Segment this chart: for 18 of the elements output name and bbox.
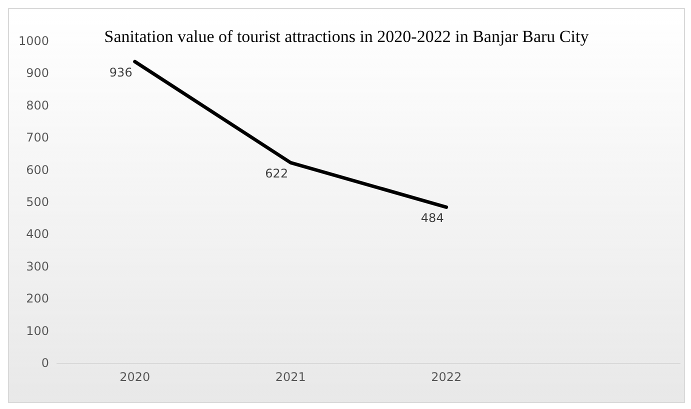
y-tick-label: 100: [26, 324, 49, 338]
x-tick-label: 2020: [120, 370, 150, 384]
x-tick-label: 2021: [275, 370, 306, 384]
data-label: 622: [265, 166, 288, 181]
y-tick-label: 0: [41, 356, 49, 370]
y-tick-label: 500: [26, 195, 49, 209]
y-tick-label: 200: [26, 292, 49, 306]
x-tick-label: 2022: [431, 370, 462, 384]
y-tick-label: 800: [26, 98, 49, 112]
chart-title: Sanitation value of tourist attractions in 2020-2022 in Banjar Baru City: [104, 27, 590, 46]
data-label: 484: [420, 211, 444, 226]
data-label: 936: [109, 66, 132, 80]
y-tick-label: 600: [26, 162, 49, 177]
y-tick-label: 700: [26, 130, 49, 145]
y-tick-label: 300: [26, 259, 49, 274]
y-tick-label: 1000: [18, 34, 49, 48]
y-tick-label: 900: [26, 66, 49, 80]
y-tick-label: 400: [26, 227, 49, 242]
